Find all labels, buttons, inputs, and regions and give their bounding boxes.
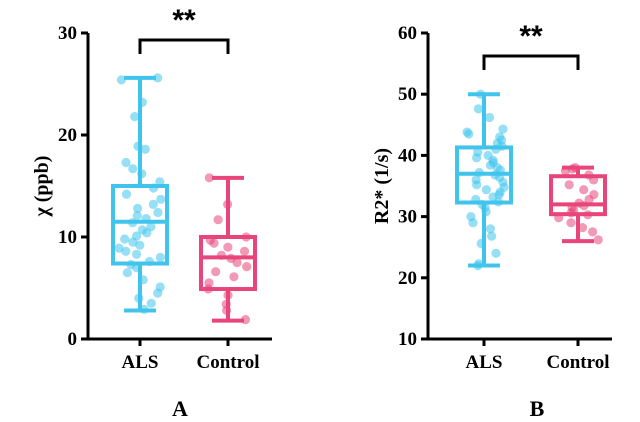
data-point xyxy=(121,189,132,199)
data-point xyxy=(142,228,152,238)
data-point xyxy=(481,185,491,195)
data-point xyxy=(593,235,603,245)
data-point xyxy=(132,211,142,221)
data-point xyxy=(120,234,130,244)
data-point xyxy=(128,237,138,247)
box-control xyxy=(199,173,257,325)
data-point xyxy=(204,173,214,183)
iqr-box xyxy=(199,235,257,292)
data-point xyxy=(484,112,495,123)
iqr-box xyxy=(549,174,607,217)
box-als xyxy=(455,89,513,271)
data-point xyxy=(468,218,478,228)
data-point xyxy=(155,252,165,262)
data-point xyxy=(577,223,588,233)
panel-b-chart: 10 20 30 40 50 60 R2* (1/s) ALS Control ** B xyxy=(371,20,612,421)
data-point xyxy=(472,153,482,163)
data-point xyxy=(487,231,497,241)
data-point xyxy=(213,215,223,225)
data-point xyxy=(153,207,163,218)
data-point xyxy=(153,288,163,298)
significance-label: ** xyxy=(172,4,196,37)
data-point xyxy=(579,185,589,195)
data-point xyxy=(239,246,250,256)
data-point xyxy=(485,224,495,234)
y-tick-label: 30 xyxy=(58,23,77,44)
panel-label: A xyxy=(172,396,188,421)
data-point xyxy=(223,242,233,252)
box-control xyxy=(549,163,607,245)
data-point xyxy=(232,257,242,268)
data-point xyxy=(146,298,156,308)
x-category-label: Control xyxy=(197,352,260,373)
data-point xyxy=(128,164,138,174)
y-tick-label: 20 xyxy=(398,268,417,289)
data-point xyxy=(485,160,495,170)
data-point xyxy=(116,75,126,85)
y-tick-label: 10 xyxy=(58,227,77,248)
y-tick-label: 50 xyxy=(398,84,417,105)
data-point xyxy=(130,112,140,122)
y-axis-title: R2* (1/s) xyxy=(371,148,393,224)
data-point xyxy=(135,240,145,250)
data-point xyxy=(498,124,508,134)
x-category-label: Control xyxy=(547,352,610,373)
data-point xyxy=(153,73,163,83)
y-tick-label: 20 xyxy=(58,125,77,146)
data-point xyxy=(121,157,131,168)
significance-bracket xyxy=(138,38,230,54)
y-tick-label: 0 xyxy=(68,329,78,350)
data-point xyxy=(209,238,219,248)
data-point xyxy=(584,194,594,205)
data-point xyxy=(242,262,252,272)
y-tick-label: 60 xyxy=(398,23,417,44)
data-point xyxy=(229,272,239,282)
data-point xyxy=(491,248,501,258)
data-point xyxy=(472,180,482,190)
data-point xyxy=(564,180,574,190)
data-point xyxy=(156,194,166,204)
data-point xyxy=(464,129,474,139)
data-point xyxy=(132,249,142,259)
box-als xyxy=(111,73,169,314)
data-point xyxy=(588,227,598,237)
data-point xyxy=(148,199,158,209)
data-point xyxy=(121,246,131,256)
significance-bracket xyxy=(482,54,580,70)
y-tick-label: 10 xyxy=(398,329,417,350)
y-tick-label: 40 xyxy=(398,145,417,166)
panel-a-chart: 0 10 20 30 χ (ppb) ALS Control ** A xyxy=(31,4,272,421)
data-point xyxy=(140,144,150,154)
panel-label: B xyxy=(530,396,545,421)
x-category-label: ALS xyxy=(122,352,159,373)
data-point xyxy=(133,203,143,213)
data-point xyxy=(473,104,483,114)
x-category-label: ALS xyxy=(466,352,503,373)
data-point xyxy=(211,267,221,277)
iqr-box xyxy=(111,184,169,266)
data-point xyxy=(566,218,576,228)
significance-label: ** xyxy=(519,20,543,53)
data-point xyxy=(122,268,132,278)
y-axis-title: χ (ppb) xyxy=(31,156,53,218)
y-tick-label: 30 xyxy=(398,207,417,228)
